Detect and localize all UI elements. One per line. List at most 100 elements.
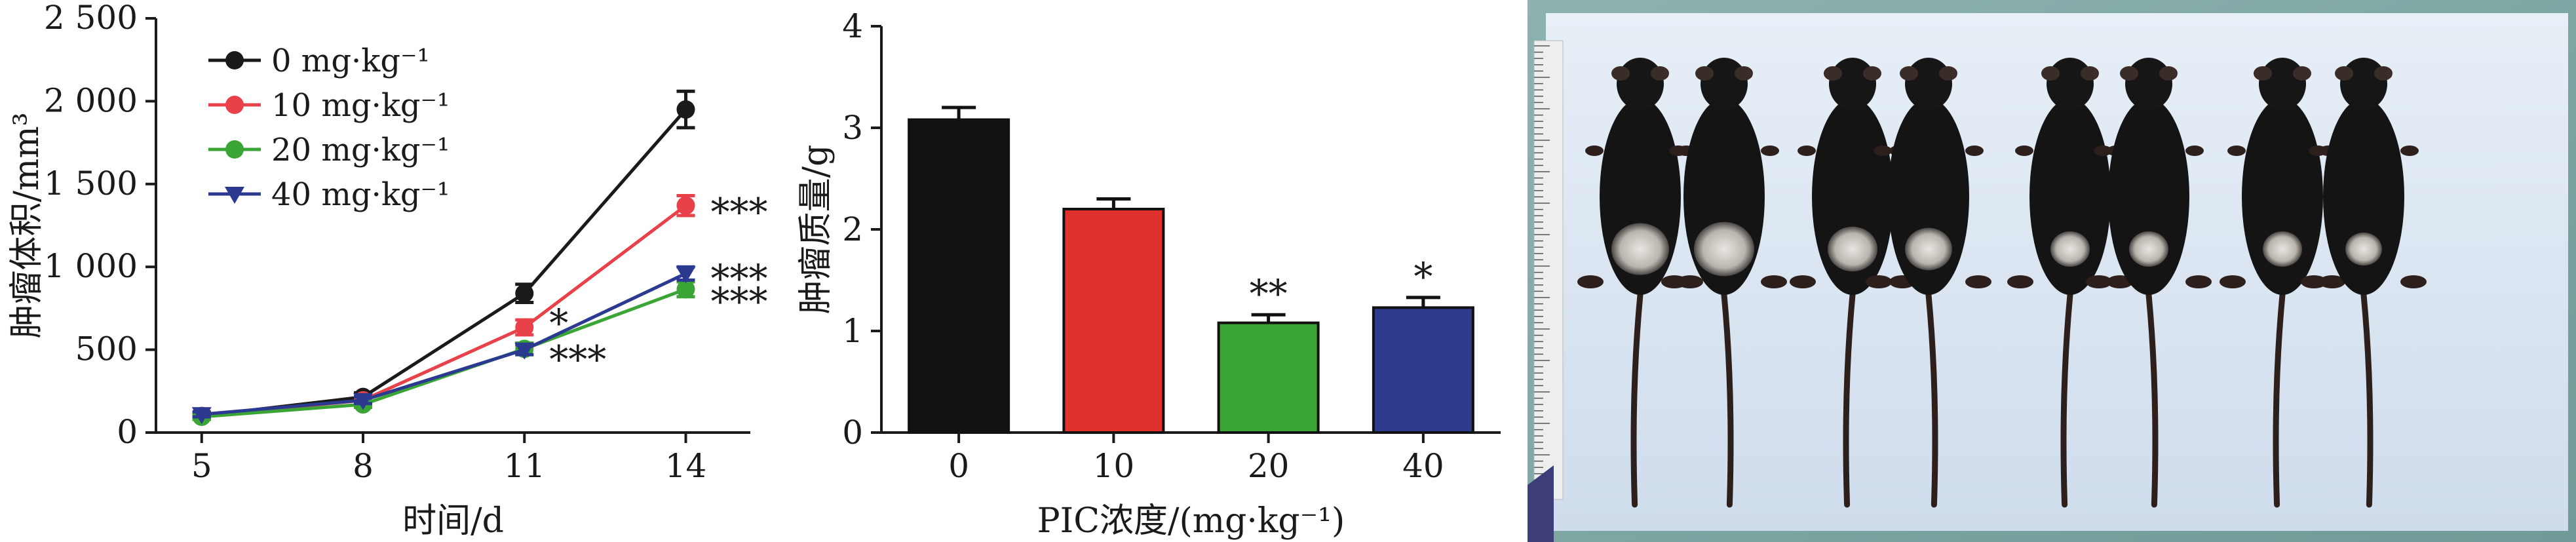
legend: 0 mg·kg⁻¹ 10 mg·kg⁻¹ 20 mg·kg⁻¹ 40 mg·kg⁻¹ — [208, 43, 450, 213]
mouse-tumor — [2345, 232, 2382, 266]
mouse-paw — [1797, 145, 1816, 156]
data-point — [515, 318, 534, 337]
mouse-tumor — [1694, 222, 1754, 277]
mouse-tumor — [1611, 223, 1669, 275]
legend-item: 20 mg·kg⁻¹ — [208, 132, 450, 168]
legend-label: 20 mg·kg⁻¹ — [271, 132, 450, 168]
x-tick-label: 8 — [353, 447, 374, 485]
mouse-body — [2323, 98, 2404, 295]
mouse-paw — [2094, 145, 2112, 156]
mouse-ear — [1939, 66, 1957, 81]
ruler-strip — [1533, 40, 1564, 500]
x-axis-label: PIC浓度/(mg·kg⁻¹) — [1037, 501, 1345, 541]
mouse-foot — [2319, 275, 2345, 288]
x-tick-label: 11 — [503, 447, 545, 485]
legend-item: 40 mg·kg⁻¹ — [208, 176, 450, 213]
mouse-body — [2242, 98, 2323, 295]
significance-label: ** — [1250, 271, 1288, 316]
series-1 — [192, 193, 695, 425]
mouse-foot — [1661, 275, 1687, 288]
mouse-foot — [2185, 275, 2212, 288]
significance-label: * — [549, 301, 568, 345]
series-line — [201, 272, 687, 416]
mouse — [1866, 58, 1991, 508]
bar — [908, 118, 1010, 434]
mouse-head — [1829, 58, 1876, 110]
mouse-head — [2125, 58, 2172, 110]
mouse-foot — [1790, 275, 1816, 288]
mouse-paw — [1965, 145, 1984, 156]
x-tick-label: 40 — [1402, 447, 1444, 485]
mice-photo — [1528, 0, 2576, 542]
mouse — [1790, 58, 1915, 508]
mouse-head — [1617, 58, 1664, 110]
mouse-tail — [1843, 292, 1856, 508]
legend-marker — [225, 96, 244, 114]
series-line — [201, 204, 687, 418]
legend-label: 0 mg·kg⁻¹ — [271, 43, 430, 79]
mouse-paw — [2309, 145, 2327, 156]
significance-label: * — [1413, 254, 1432, 299]
mouse — [1577, 58, 1703, 508]
mouse-ear — [1695, 66, 1714, 81]
legend-marker — [225, 187, 244, 204]
significance-label: *** — [711, 256, 768, 301]
mouse — [2220, 58, 2345, 508]
mouse-foot — [2301, 275, 2327, 288]
mouse-foot — [2220, 275, 2246, 288]
mice-group — [1577, 58, 2427, 508]
mouse-tumor — [1905, 227, 1952, 271]
mouse-paw — [2015, 145, 2033, 156]
mouse-paw — [2185, 145, 2204, 156]
significance-label: *** — [711, 279, 768, 324]
mouse-paw — [2227, 145, 2246, 156]
data-point — [676, 280, 695, 299]
mouse-head — [1905, 58, 1952, 110]
data-point — [676, 196, 695, 215]
y-tick-label: 2 — [842, 210, 863, 248]
mouse-tail — [1925, 292, 1938, 508]
legend-marker — [225, 140, 244, 159]
mouse-foot — [1965, 275, 1991, 288]
mouse-body — [2108, 98, 2189, 295]
data-point — [676, 100, 695, 119]
legend-item: 0 mg·kg⁻¹ — [208, 43, 430, 79]
mouse-ear — [2120, 66, 2138, 81]
mouse-tumor — [2129, 231, 2168, 267]
mouse-foot — [2007, 275, 2033, 288]
y-tick-label: 4 — [842, 7, 863, 45]
x-tick-label: 14 — [665, 447, 707, 485]
legend-item: 10 mg·kg⁻¹ — [208, 87, 450, 124]
y-tick-label: 1 000 — [44, 247, 138, 285]
mouse-ear — [1735, 66, 1753, 81]
data-point — [514, 342, 535, 360]
significance-label: *** — [549, 338, 606, 382]
bar — [1217, 321, 1320, 434]
mouse-ear — [2041, 66, 2060, 81]
mouse-tail — [1630, 292, 1644, 508]
y-tick-label: 1 500 — [44, 165, 138, 203]
mouse-paw — [2400, 145, 2419, 156]
mouse-foot — [1866, 275, 1892, 288]
mouse-tail — [2145, 292, 2159, 508]
mouse-paw — [1874, 145, 1892, 156]
y-tick-label: 0 — [117, 413, 138, 451]
data-point — [191, 407, 212, 425]
mouse-foot — [1761, 275, 1787, 288]
mouse-ear — [2081, 66, 2099, 81]
mouse-foot — [2400, 275, 2427, 288]
x-tick-label: 10 — [1093, 447, 1135, 485]
y-tick-label: 2 500 — [44, 0, 138, 37]
mouse-ear — [2159, 66, 2178, 81]
mouse-tail — [2273, 292, 2286, 508]
y-tick-label: 1 — [842, 312, 863, 350]
series-3 — [191, 265, 696, 425]
mouse-ear — [2254, 66, 2272, 81]
mouse-foot — [2086, 275, 2112, 288]
mouse-tumor — [2050, 231, 2090, 267]
mouse-head — [2259, 58, 2306, 110]
mouse-foot — [1577, 275, 1604, 288]
x-tick-label: 0 — [948, 447, 969, 485]
